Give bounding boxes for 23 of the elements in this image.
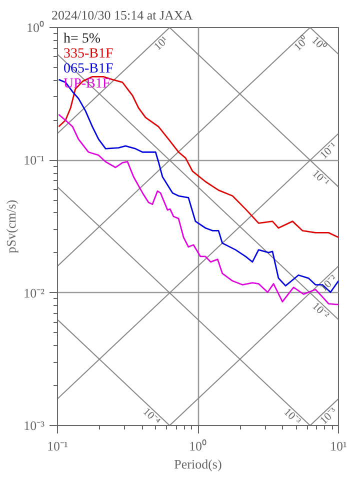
series-label: 065-B1F — [64, 62, 114, 76]
annotation: 10¹ — [152, 34, 171, 53]
y-tick-label: 10⁻³ — [24, 418, 45, 433]
y-tick-label: 10⁰ — [26, 20, 44, 35]
annotation: 10⁻³ — [281, 406, 304, 428]
chart-title: 2024/10/30 15:14 at JAXA — [52, 8, 194, 22]
y-axis-title: pSv(cm/s) — [4, 200, 19, 254]
y-tick-label: 10⁻² — [24, 285, 45, 300]
annotation: 10⁻² — [310, 300, 332, 322]
annotation: 10⁻³ — [318, 405, 340, 427]
x-axis-title: Period(s) — [174, 456, 222, 472]
y-tick-label: 10⁻¹ — [24, 152, 45, 168]
series-label: 335-B1F — [64, 46, 114, 62]
annotation: 10⁻¹ — [310, 168, 332, 189]
x-tick-label: 10⁰ — [189, 438, 207, 454]
annotation: 10⁰ — [291, 34, 312, 54]
x-tick-label: 10¹ — [330, 438, 347, 454]
annotation: 10⁻² — [318, 272, 340, 294]
annotation: 10⁻¹ — [318, 140, 340, 162]
legend-title: h= 5% — [64, 32, 101, 46]
x-tick-label: 10⁻¹ — [47, 438, 68, 454]
annotation: 10⁰ — [309, 34, 329, 54]
annotation: 10⁻⁴ — [140, 406, 162, 428]
